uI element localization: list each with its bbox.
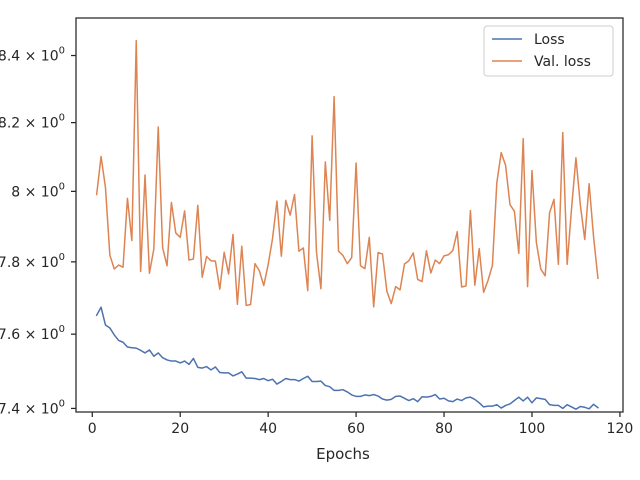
- y-tick-base: 8.2 × 10: [0, 116, 59, 132]
- y-tick-exponent: 0: [59, 113, 65, 124]
- y-tick-label: 7.6 × 100: [0, 324, 65, 343]
- y-tick-base: 7.8 × 10: [0, 255, 59, 271]
- x-tick-label: 80: [435, 421, 453, 437]
- legend[interactable]: Loss Val. loss: [483, 25, 614, 77]
- x-axis: 0 20 40 60 80 100 120: [88, 412, 633, 437]
- y-tick-exponent: 0: [59, 398, 65, 409]
- plot-frame: [75, 17, 624, 413]
- y-tick-exponent: 0: [59, 46, 65, 57]
- x-tick-label: 100: [519, 421, 546, 437]
- y-tick-exponent: 0: [59, 324, 65, 335]
- y-tick-base: 7.4 × 10: [0, 401, 59, 417]
- y-tick-label: 8.4 × 100: [0, 46, 65, 65]
- y-tick-label: 8.2 × 100: [0, 113, 65, 132]
- x-tick-label: 40: [259, 421, 277, 437]
- y-tick-base: 7.6 × 10: [0, 327, 59, 343]
- plot-area: [76, 18, 623, 412]
- y-tick-label: 7.4 × 100: [0, 398, 65, 417]
- y-tick-label: 8 × 100: [11, 181, 65, 200]
- x-tick-label: 120: [607, 421, 634, 437]
- legend-label: Val. loss: [534, 54, 591, 70]
- x-tick-label: 20: [171, 421, 189, 437]
- y-tick-label: 7.8 × 100: [0, 252, 65, 271]
- y-tick-exponent: 0: [59, 181, 65, 192]
- x-tick-label: 60: [347, 421, 365, 437]
- legend-label: Loss: [534, 32, 565, 48]
- y-tick-base: 8.4 × 10: [0, 49, 59, 65]
- x-axis-title: Epochs: [316, 445, 370, 463]
- y-tick-base: 8 × 10: [11, 184, 58, 200]
- x-tick-label: 0: [88, 421, 97, 437]
- y-tick-exponent: 0: [59, 252, 65, 263]
- series-layer: [95, 39, 599, 410]
